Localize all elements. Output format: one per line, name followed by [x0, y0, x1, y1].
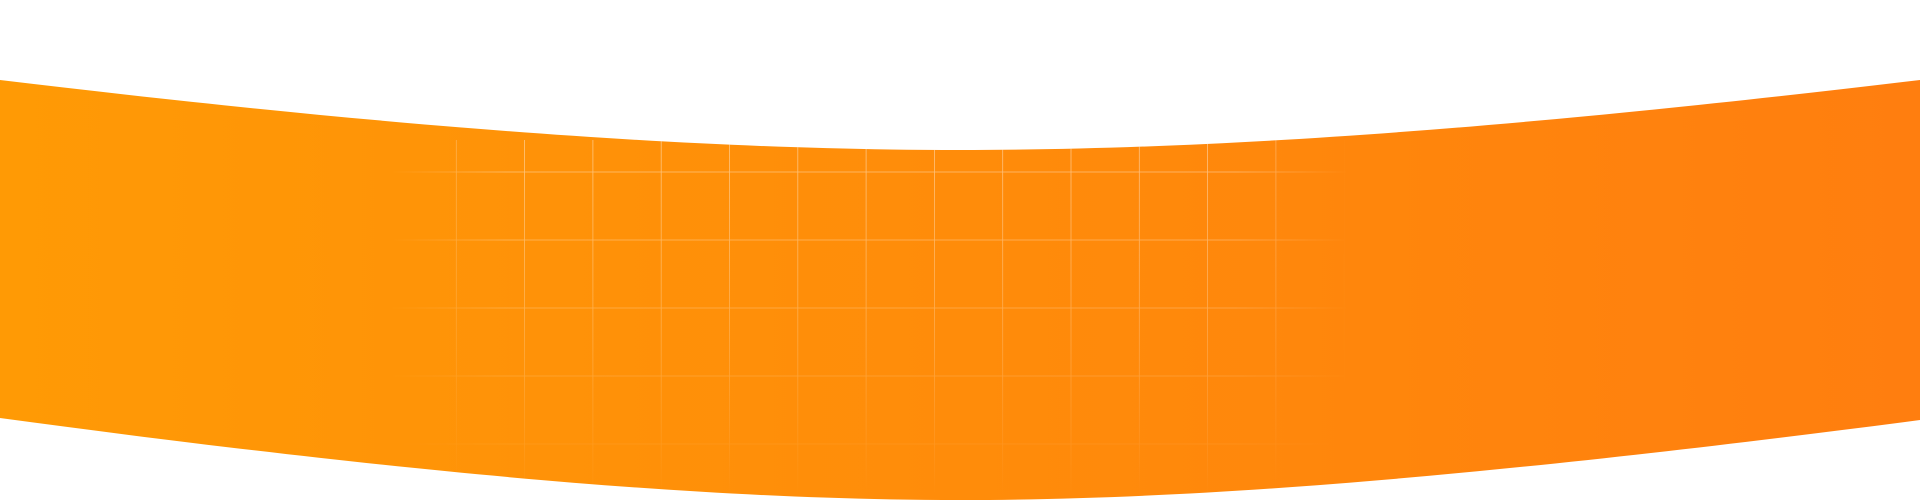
orange-wave-band — [0, 80, 1920, 500]
grid-overlay — [387, 140, 1346, 500]
